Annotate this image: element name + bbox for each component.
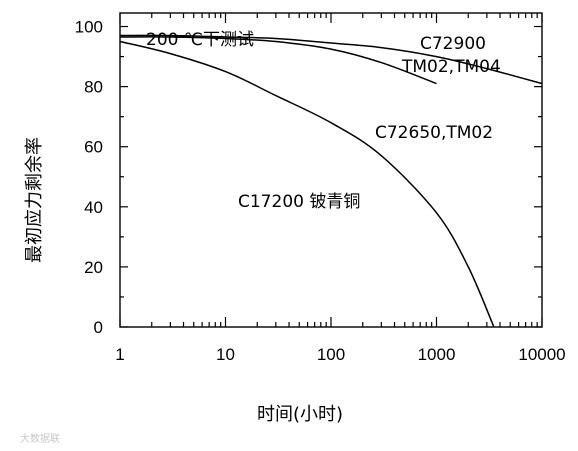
c72900-label-line2: TM02,TM04 xyxy=(401,57,501,77)
x-axis-tick-labels: 1 10 100 1000 10000 xyxy=(115,345,565,364)
condition-annotation: 200 ℃下测试 xyxy=(146,30,254,50)
x-tick-label: 10000 xyxy=(518,345,565,364)
y-tick-label: 80 xyxy=(84,78,103,97)
y-axis-title: 最初应力剩余率 xyxy=(24,137,45,263)
x-axis-title: 时间(小时) xyxy=(257,404,343,425)
series-c72650 xyxy=(119,36,437,85)
series-c17200 xyxy=(119,40,495,328)
y-tick-label: 40 xyxy=(84,198,103,217)
y-tick-label: 100 xyxy=(75,18,103,37)
x-tick-label: 1000 xyxy=(418,345,456,364)
y-tick-label: 20 xyxy=(84,258,103,277)
c72900-label-line1: C72900 xyxy=(420,34,486,54)
c72650-label: C72650,TM02 xyxy=(375,123,493,143)
x-axis-ticks xyxy=(119,13,543,327)
watermark: 大数据联 xyxy=(20,432,60,445)
x-tick-label: 10 xyxy=(216,345,235,364)
y-axis-ticks xyxy=(120,25,542,328)
series-c72900 xyxy=(119,34,543,85)
y-tick-label: 0 xyxy=(94,318,103,337)
y-tick-label: 60 xyxy=(84,138,103,157)
x-tick-label: 1 xyxy=(115,345,124,364)
c17200-label: C17200 铍青铜 xyxy=(238,192,360,212)
y-axis-tick-labels: 0 20 40 60 80 100 xyxy=(75,18,103,337)
x-tick-label: 100 xyxy=(317,345,345,364)
series-curves xyxy=(119,34,543,328)
